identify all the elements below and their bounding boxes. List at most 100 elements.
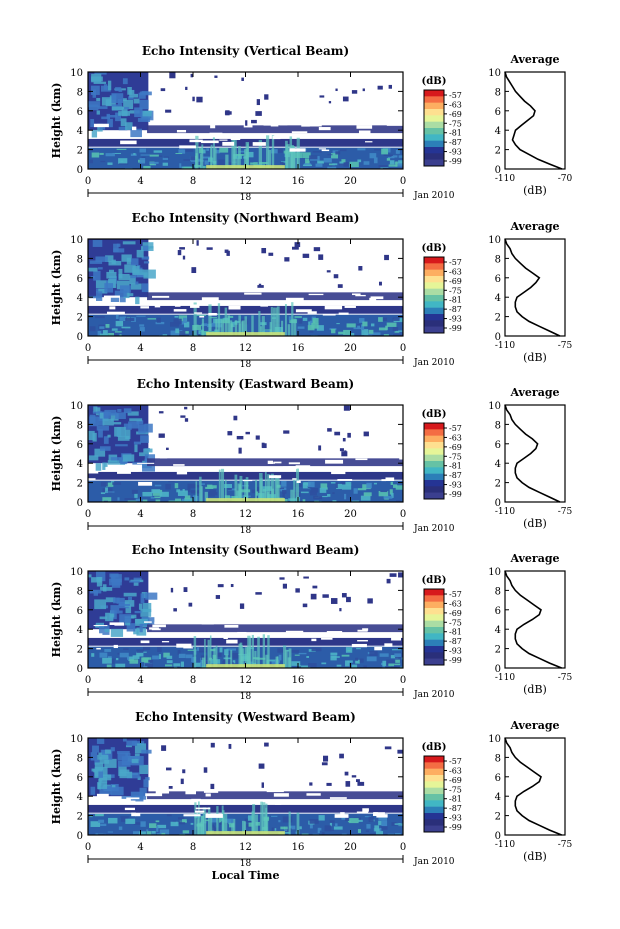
xtick-label: 0 bbox=[85, 842, 91, 853]
echo-gap bbox=[304, 120, 317, 124]
cloud-cell bbox=[101, 774, 112, 781]
cloud-cell bbox=[131, 614, 137, 619]
sparse-echo bbox=[402, 756, 403, 759]
cloud-cell bbox=[110, 297, 120, 302]
echo-gap bbox=[193, 632, 202, 634]
cloud-cell bbox=[138, 603, 143, 610]
sparse-echo bbox=[161, 745, 167, 751]
boundary-cell bbox=[291, 661, 301, 666]
colorbar-tick-label: -81 bbox=[449, 296, 462, 305]
echo-gap bbox=[205, 813, 223, 818]
convection-plume bbox=[241, 820, 245, 835]
sparse-echo bbox=[302, 603, 308, 608]
cloud-cell bbox=[135, 618, 148, 624]
boundary-cell bbox=[300, 491, 309, 494]
cloud-cell bbox=[128, 596, 133, 601]
echo-gap bbox=[362, 628, 369, 631]
boundary-cell bbox=[121, 326, 131, 329]
sparse-echo bbox=[339, 608, 342, 612]
boundary-cell bbox=[373, 482, 378, 485]
boundary-cell bbox=[298, 318, 303, 324]
echo-gap bbox=[179, 145, 196, 149]
convection-plume bbox=[238, 145, 241, 169]
boundary-cell bbox=[105, 487, 108, 494]
convection-plume bbox=[276, 476, 279, 502]
colorbar-segment bbox=[424, 658, 444, 666]
cloud-cell bbox=[93, 81, 107, 84]
sparse-echo bbox=[330, 598, 338, 604]
echo-gap bbox=[273, 793, 289, 797]
boundary-cell bbox=[133, 153, 136, 155]
colorbar-segment bbox=[424, 288, 444, 296]
sparse-echo bbox=[217, 584, 224, 588]
sparse-echo bbox=[165, 109, 172, 113]
echo-gap bbox=[228, 305, 241, 310]
ytick-label: 0 bbox=[77, 664, 83, 675]
cloud-cell bbox=[134, 273, 144, 278]
xtick-label: 8 bbox=[190, 675, 196, 686]
boundary-cell bbox=[379, 653, 389, 657]
boundary-cell bbox=[353, 488, 358, 494]
convection-plume bbox=[286, 144, 290, 169]
convection-plume bbox=[204, 639, 206, 668]
convection-plume bbox=[258, 311, 261, 336]
colorbar-tick-label: -87 bbox=[449, 138, 462, 147]
sparse-echo bbox=[346, 596, 351, 603]
colorbar-segment bbox=[424, 768, 444, 776]
convection-plume bbox=[252, 804, 256, 835]
colorbar-tick-label: -93 bbox=[449, 315, 462, 324]
chart-title: Echo Intensity (Southward Beam) bbox=[132, 543, 360, 557]
cloud-cell bbox=[128, 421, 140, 429]
boundary-cell bbox=[366, 824, 371, 829]
sparse-echo bbox=[182, 769, 186, 774]
sparse-echo bbox=[318, 254, 324, 260]
boundary-cell bbox=[156, 826, 159, 832]
boundary-cell bbox=[201, 483, 205, 485]
colorbar-segment bbox=[424, 608, 444, 615]
convection-plume bbox=[287, 324, 291, 336]
cloud-cell bbox=[122, 454, 135, 462]
cloud-cell bbox=[113, 248, 125, 253]
echo-gap bbox=[358, 130, 371, 134]
xtick-label: 0 bbox=[400, 842, 406, 853]
colorbar-segment bbox=[424, 794, 444, 801]
sparse-echo bbox=[227, 431, 233, 436]
echo-gap bbox=[399, 456, 403, 460]
ytick-label: 10 bbox=[70, 68, 83, 79]
convection-plume bbox=[237, 483, 242, 502]
boundary-cell bbox=[363, 161, 370, 165]
boundary-cell bbox=[288, 316, 292, 321]
echo-gap bbox=[242, 289, 247, 292]
convection-plume bbox=[258, 139, 263, 169]
cloud-cell bbox=[126, 772, 140, 779]
echo-gap bbox=[126, 797, 140, 800]
sparse-echo bbox=[313, 247, 321, 252]
ytick-label: 6 bbox=[77, 773, 83, 784]
colorbar-tick-label: -81 bbox=[449, 795, 462, 804]
colorbar-title: (dB) bbox=[422, 76, 447, 87]
convection-plume bbox=[285, 649, 288, 668]
cloud-cell bbox=[130, 128, 142, 138]
boundary-cell bbox=[311, 335, 320, 336]
colorbar-tick-label: -99 bbox=[449, 656, 462, 665]
cloud-cell bbox=[126, 257, 132, 265]
boundary-cell bbox=[149, 823, 157, 828]
xtick-label: 0 bbox=[400, 176, 406, 187]
cloud-cell bbox=[95, 256, 108, 262]
ytick-label: 6 bbox=[77, 274, 83, 285]
echo-gap bbox=[165, 134, 182, 138]
sparse-echo bbox=[255, 592, 262, 595]
boundary-cell bbox=[282, 489, 287, 494]
sparse-echo bbox=[398, 572, 403, 578]
boundary-cell bbox=[314, 500, 319, 502]
convection-plume bbox=[291, 302, 294, 336]
sparse-echo bbox=[328, 101, 332, 104]
echo-gap bbox=[96, 633, 103, 636]
sparse-echo bbox=[210, 783, 215, 790]
cloud-cell bbox=[122, 78, 128, 85]
boundary-cell bbox=[386, 158, 391, 161]
boundary-cell bbox=[218, 159, 225, 166]
boundary-cell bbox=[341, 484, 352, 490]
convection-plume bbox=[220, 319, 224, 336]
boundary-cell bbox=[226, 161, 233, 165]
